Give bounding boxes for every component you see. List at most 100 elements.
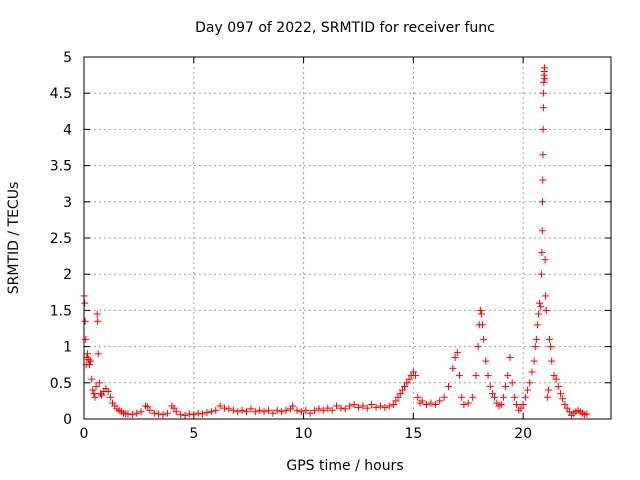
data-point <box>458 393 466 401</box>
data-point <box>242 408 250 416</box>
data-point <box>449 364 457 372</box>
data-point <box>98 391 106 399</box>
data-point <box>547 343 555 351</box>
y-tick-label: 4.5 <box>50 86 72 102</box>
y-tick-label: 4 <box>63 122 72 138</box>
data-point <box>229 406 237 414</box>
data-points <box>80 64 591 419</box>
data-point <box>381 403 389 411</box>
data-point <box>499 393 507 401</box>
data-point <box>482 357 490 365</box>
data-point <box>363 404 371 412</box>
data-point <box>133 409 141 417</box>
data-point <box>519 401 527 409</box>
data-point <box>552 375 560 383</box>
data-point <box>469 393 477 401</box>
data-point <box>390 401 398 409</box>
data-point <box>542 306 550 314</box>
data-point <box>533 321 541 329</box>
data-point <box>548 357 556 365</box>
chart-title: Day 097 of 2022, SRMTID for receiver fun… <box>195 20 495 36</box>
data-point <box>506 353 514 361</box>
y-tick-label: 0 <box>63 412 72 428</box>
data-point <box>540 89 548 97</box>
data-point <box>502 382 510 390</box>
data-point <box>333 402 341 410</box>
data-point <box>550 372 558 380</box>
data-point <box>480 335 488 343</box>
data-point <box>474 343 482 351</box>
data-point <box>541 75 549 83</box>
data-point <box>311 406 319 414</box>
data-point <box>394 393 402 401</box>
data-point <box>177 411 185 419</box>
data-point <box>554 382 562 390</box>
data-point <box>81 299 89 307</box>
data-point <box>479 321 487 329</box>
data-point <box>460 401 468 409</box>
data-point <box>328 406 336 414</box>
data-point <box>170 404 178 412</box>
data-point <box>84 350 92 358</box>
data-point <box>530 357 538 365</box>
data-point <box>306 409 314 417</box>
grid-lines <box>84 57 611 419</box>
data-point <box>536 299 544 307</box>
data-point <box>146 406 154 414</box>
data-point <box>539 151 547 159</box>
data-point <box>181 411 189 419</box>
data-point <box>85 361 93 369</box>
data-point <box>436 397 444 405</box>
data-point <box>521 393 529 401</box>
data-point <box>354 403 362 411</box>
data-point <box>539 125 547 133</box>
data-point <box>264 406 272 414</box>
data-point <box>234 408 242 416</box>
data-point <box>541 256 549 264</box>
data-point <box>346 402 354 410</box>
x-tick-label: 10 <box>295 426 313 442</box>
data-point <box>537 270 545 278</box>
data-point <box>537 303 545 311</box>
data-point <box>491 393 499 401</box>
data-point <box>94 350 102 358</box>
data-point <box>526 379 534 387</box>
data-point <box>484 372 492 380</box>
data-point <box>563 404 571 412</box>
data-point <box>94 317 102 325</box>
data-point <box>315 405 323 413</box>
data-point <box>546 335 554 343</box>
data-point <box>398 386 406 394</box>
data-point <box>472 372 480 380</box>
data-point <box>372 403 380 411</box>
y-tick-label: 5 <box>63 50 72 66</box>
data-point <box>540 78 548 86</box>
data-point <box>194 409 202 417</box>
y-axis-title: SRMTID / TECUs <box>6 182 22 295</box>
data-point <box>93 310 101 318</box>
data-point <box>440 393 448 401</box>
data-point <box>95 379 103 387</box>
data-point <box>282 406 290 414</box>
data-point <box>150 409 158 417</box>
data-point <box>144 403 152 411</box>
data-point <box>427 399 435 407</box>
data-point <box>278 408 286 416</box>
data-point <box>324 404 332 412</box>
data-point <box>535 310 543 318</box>
data-point <box>476 306 484 314</box>
x-tick-label: 20 <box>514 426 532 442</box>
data-point <box>155 410 163 418</box>
data-point <box>247 405 255 413</box>
x-tick-label: 5 <box>189 426 198 442</box>
data-point <box>269 409 277 417</box>
data-point <box>532 335 540 343</box>
data-point <box>82 335 90 343</box>
data-point <box>504 372 512 380</box>
data-point <box>401 382 409 390</box>
data-point <box>538 248 546 256</box>
data-point <box>445 382 453 390</box>
data-point <box>539 176 547 184</box>
y-tick-labels: 0 0.5 1 1.5 2 2.5 3 3.5 4 4.5 5 <box>50 50 72 428</box>
